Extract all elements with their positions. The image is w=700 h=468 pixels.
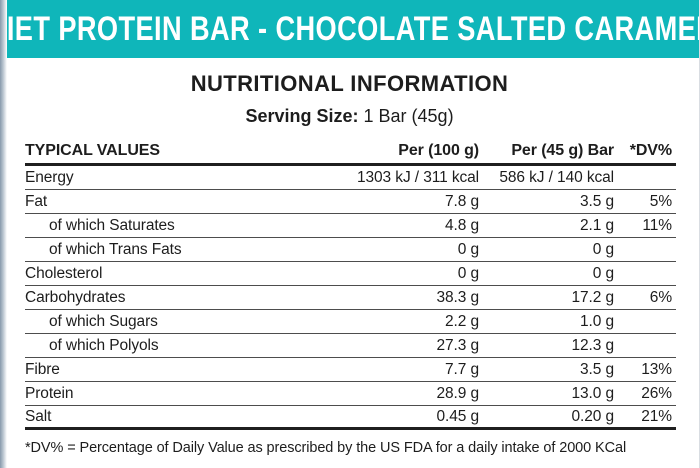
cell-per-45g: 3.5 g [580,360,614,378]
cell-per-100g: 28.9 g [436,384,480,402]
cell-per-45g: 17.2 g [571,288,615,306]
cell-label: Fibre [25,360,60,378]
cell-label: of which Polyols [49,336,159,354]
serving-size-label: Serving Size: [245,106,359,126]
column-header-dv-percent: *DV% [629,142,672,159]
column-header-per-45g-bar: Per (45 g) Bar [511,142,614,159]
cell-per-100g: 1303 kJ / 311 kcal [357,168,479,186]
cell-per-100g: 0 g [457,264,479,282]
cell-per-45g: 0 g [592,264,614,282]
left-edge-shadow [0,0,7,468]
cell-per-100g: 7.7 g [445,360,479,378]
cell-per-45g: 1.0 g [580,312,614,330]
table-row: Energy 1303 kJ / 311 kcal 586 kJ / 140 k… [25,166,676,190]
table-row: of which Trans Fats 0 g 0 g [25,238,676,262]
product-banner: DIET PROTEIN BAR - CHOCOLATE SALTED CARA… [0,0,699,58]
table-row: Salt 0.45 g 0.20 g 21% [25,406,676,430]
cell-per-45g: 2.1 g [580,216,614,234]
cell-per-45g: 12.3 g [571,336,615,354]
table-row: Carbohydrates 38.3 g 17.2 g 6% [25,286,676,310]
cell-dv-percent: 6% [649,288,672,306]
table-row: of which Sugars 2.2 g 1.0 g [25,310,676,334]
cell-label: Cholesterol [25,264,103,282]
serving-size-line: Serving Size: 1 Bar (45g) [0,105,699,127]
dv-footnote: *DV% = Percentage of Daily Value as pres… [25,440,627,456]
column-header-typical-values: TYPICAL VALUES [25,142,160,159]
table-row: of which Polyols 27.3 g 12.3 g [25,334,676,358]
cell-per-45g: 0.20 g [571,407,615,425]
cell-dv-percent: 13% [641,360,672,378]
table-row: Cholesterol 0 g 0 g [25,262,676,286]
table-header-row: TYPICAL VALUES Per (100 g) Per (45 g) Ba… [25,139,676,166]
cell-per-100g: 27.3 g [436,336,480,354]
cell-label: Fat [25,192,48,210]
cell-per-100g: 7.8 g [445,192,479,210]
nutrition-table: TYPICAL VALUES Per (100 g) Per (45 g) Ba… [25,139,676,430]
cell-dv-percent: 21% [641,407,672,425]
table-row: Protein 28.9 g 13.0 g 26% [25,382,676,406]
column-header-per-100g: Per (100 g) [398,142,479,159]
cell-dv-percent: 26% [641,384,672,402]
cell-per-100g: 38.3 g [436,288,480,306]
cell-label: Protein [25,384,74,402]
cell-label: of which Sugars [49,312,158,330]
cell-label: of which Saturates [49,216,175,234]
cell-per-45g: 0 g [592,240,614,258]
cell-per-100g: 4.8 g [445,216,479,234]
cell-label: Carbohydrates [25,288,126,306]
table-row: Fibre 7.7 g 3.5 g 13% [25,358,676,382]
cell-label: Salt [25,407,52,425]
table-row: of which Saturates 4.8 g 2.1 g 11% [25,214,676,238]
cell-dv-percent: 11% [642,216,672,234]
nutritional-information-title: NUTRITIONAL INFORMATION [190,71,509,96]
cell-label: of which Trans Fats [49,240,182,258]
cell-dv-percent: 5% [649,192,672,210]
product-title: DIET PROTEIN BAR - CHOCOLATE SALTED CARA… [0,9,700,48]
cell-per-100g: 2.2 g [445,312,479,330]
cell-per-45g: 3.5 g [580,192,614,210]
cell-per-45g: 586 kJ / 140 kcal [499,168,614,186]
cell-per-45g: 13.0 g [571,384,615,402]
cell-label: Energy [25,168,74,186]
serving-size-value: 1 Bar (45g) [363,106,454,126]
table-row: Fat 7.8 g 3.5 g 5% [25,190,676,214]
cell-per-100g: 0 g [457,240,479,258]
cell-per-100g: 0.45 g [436,407,480,425]
